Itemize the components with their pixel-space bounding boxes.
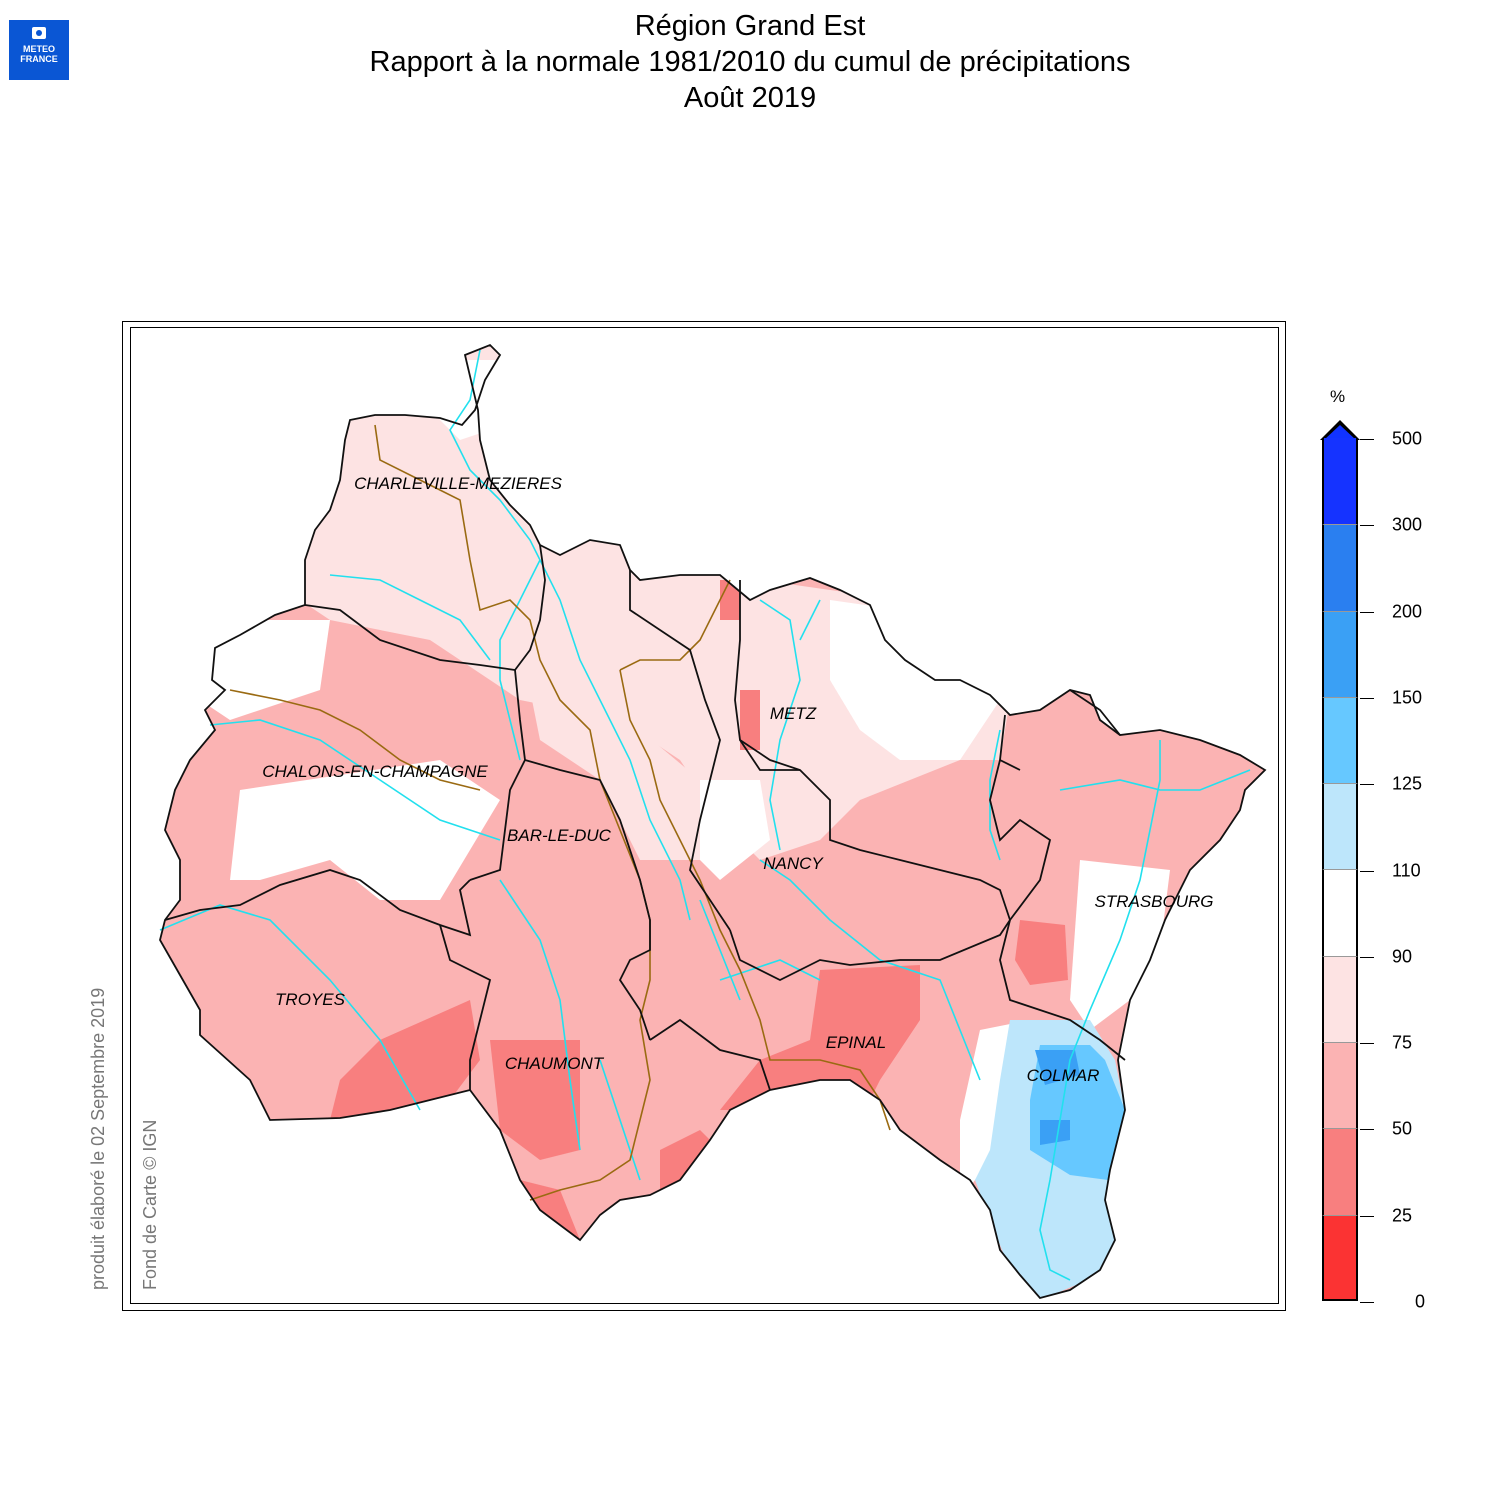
legend-tick-label: 0 (1415, 1291, 1426, 1312)
title-description: Rapport à la normale 1981/2010 du cumul … (369, 46, 1131, 78)
city-label-colmar: COLMAR (1026, 1066, 1100, 1085)
title-region: Région Grand Est (634, 10, 866, 42)
legend-tick-mark (1360, 697, 1374, 699)
logo-line-1: METEO (22, 44, 55, 54)
legend-tick-mark (1360, 1129, 1374, 1131)
map-credit-note: Fond de Carte © IGN (140, 1119, 160, 1290)
legend-overflow-arrow-fill (1324, 425, 1356, 440)
legend-tick-mark (1360, 870, 1374, 872)
legend-tick-label: 125 (1392, 773, 1423, 794)
legend-tick-label: 300 (1392, 514, 1423, 535)
city-label-chalons-en-champagne: CHALONS-EN-CHAMPAGNE (262, 762, 488, 781)
logo-icon (32, 27, 46, 39)
city-label-troyes: TROYES (275, 990, 345, 1009)
legend-swatch (1322, 1128, 1358, 1215)
legend-swatch (1322, 696, 1358, 784)
legend-tick-label: 25 (1392, 1205, 1413, 1226)
legend-tick-mark (1360, 611, 1374, 613)
city-label-metz: METZ (769, 704, 817, 723)
logo-line-2: FRANCE (20, 54, 58, 64)
legend-tick-mark (1360, 525, 1374, 527)
legend-swatch (1322, 438, 1358, 525)
legend-swatch (1322, 869, 1358, 956)
legend-tick-mark (1360, 439, 1374, 440)
legend-swatch (1322, 1042, 1358, 1129)
legend-tick-label: 75 (1392, 1032, 1413, 1053)
legend-tick-label: 500 (1392, 428, 1423, 449)
legend-swatch (1322, 1214, 1358, 1301)
legend-tick-mark (1360, 1302, 1374, 1303)
legend-tick-label: 150 (1392, 687, 1423, 708)
plot-frame-outer (122, 321, 1286, 1311)
title-period: Août 2019 (683, 82, 817, 114)
legend-color-bar (1322, 438, 1358, 1301)
meteo-france-logo: METEO FRANCE (9, 20, 69, 80)
city-label-strasbourg: STRASBOURG (1094, 892, 1214, 911)
city-label-bar-le-duc: BAR-LE-DUC (507, 826, 611, 845)
city-label-charleville-mezieres: CHARLEVILLE-MEZIERES (354, 474, 562, 493)
legend-unit: % (1330, 387, 1346, 406)
map-title: Région Grand Est Rapport à la normale 19… (0, 8, 1500, 116)
legend-swatch (1322, 955, 1358, 1043)
legend-tick-label: 90 (1392, 946, 1413, 967)
city-label-nancy: NANCY (763, 854, 823, 873)
legend-tick-label: 110 (1392, 860, 1421, 880)
legend-tick-mark (1360, 956, 1374, 958)
city-label-epinal: EPINAL (825, 1033, 887, 1052)
production-date-note: produit élaboré le 02 Septembre 2019 (88, 987, 108, 1290)
department-borders (159, 343, 1267, 1300)
legend-tick-mark (1360, 1215, 1374, 1217)
plot-frame-inner (130, 327, 1279, 1304)
legend-swatch (1322, 783, 1358, 870)
city-label-chaumont: CHAUMONT (504, 1054, 604, 1073)
legend-tick-label: 200 (1392, 601, 1423, 622)
legend-tick-label: 50 (1392, 1118, 1413, 1139)
legend-swatch (1322, 524, 1358, 611)
legend-tick-mark (1360, 784, 1374, 786)
legend-swatch (1322, 610, 1358, 697)
legend-tick-mark (1360, 1043, 1374, 1045)
